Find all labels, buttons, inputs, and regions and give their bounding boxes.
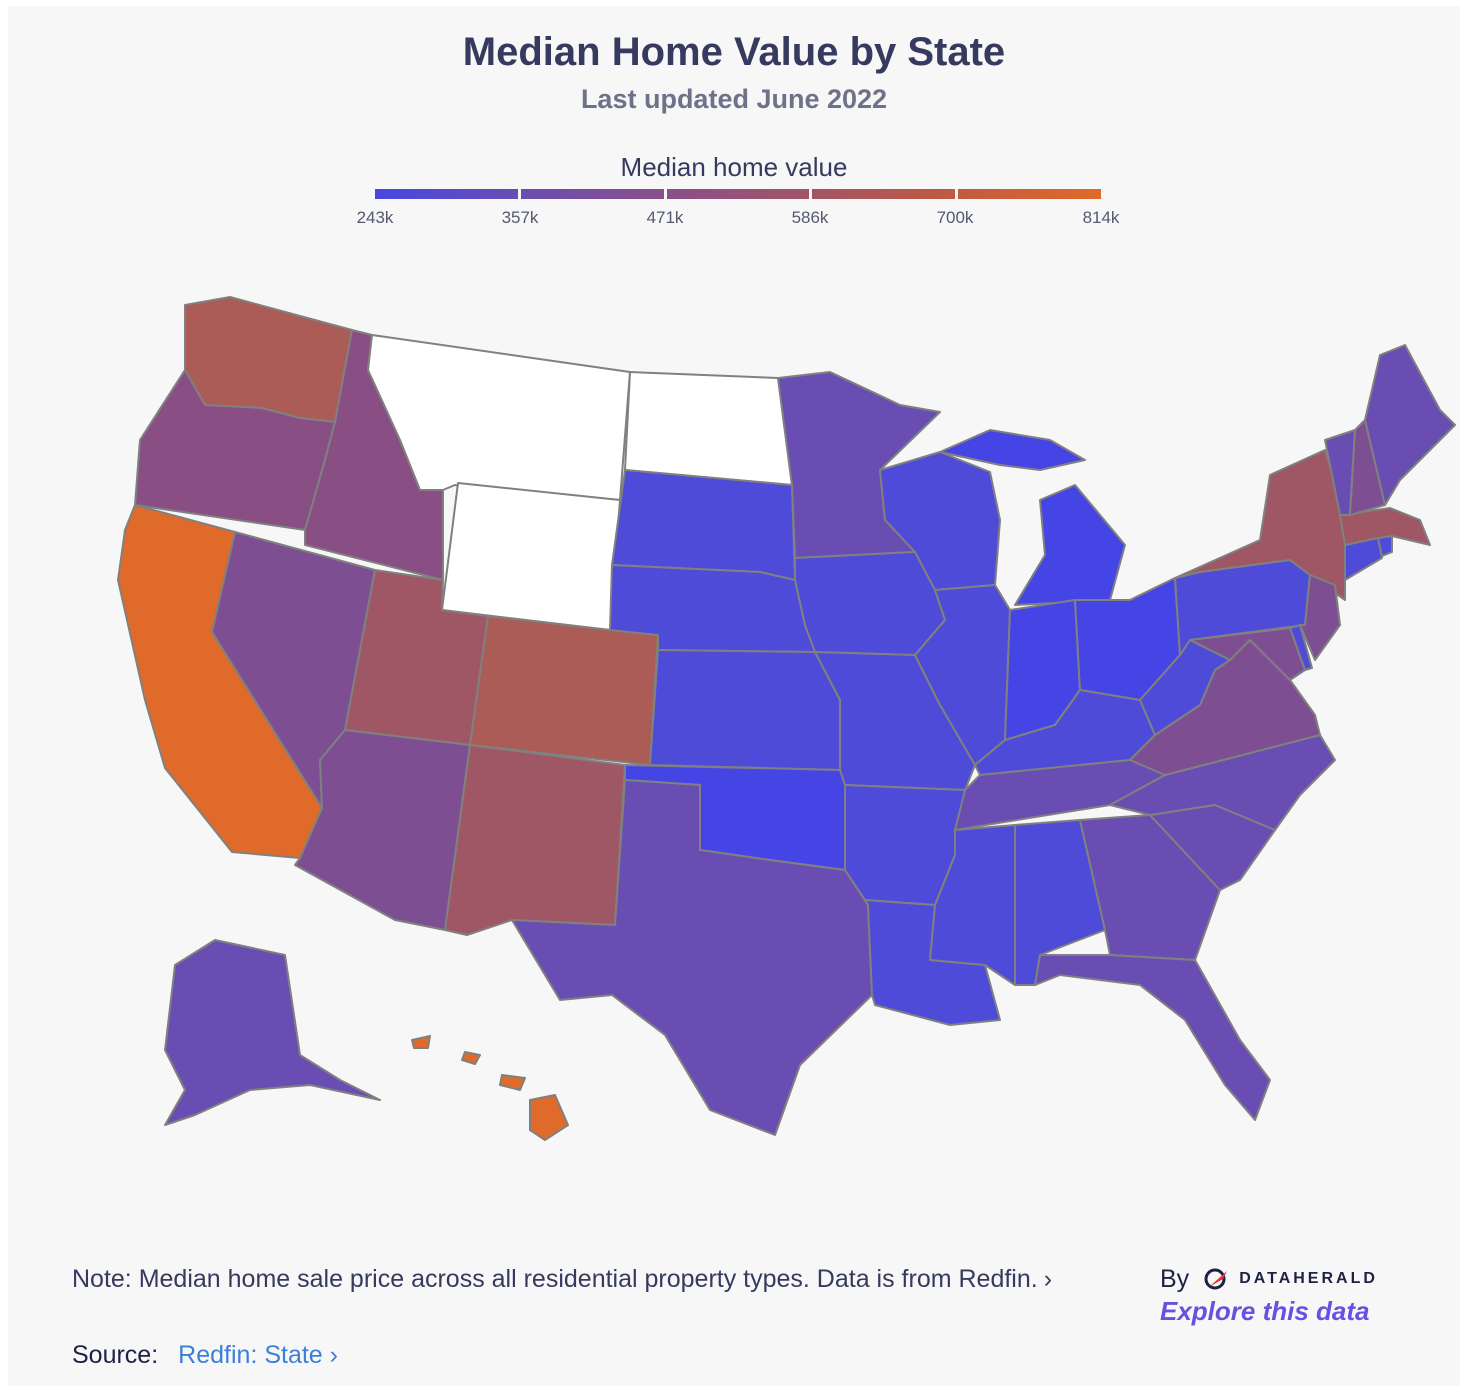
state-texas[interactable] xyxy=(511,779,873,1136)
legend-color-scale xyxy=(375,189,1101,199)
chevron-right-icon[interactable]: › xyxy=(1043,1265,1053,1293)
state-alaska[interactable] xyxy=(164,939,381,1126)
state-maine[interactable] xyxy=(1364,344,1456,506)
state-montana[interactable] xyxy=(367,334,631,501)
state-hawaii[interactable] xyxy=(411,1035,569,1141)
source-line: Source: Redfin: State › xyxy=(72,1336,338,1374)
chart-card: Median Home Value by State Last updated … xyxy=(8,6,1460,1386)
state-new-mexico[interactable] xyxy=(444,744,626,936)
source-link-text[interactable]: Redfin: State xyxy=(178,1341,323,1369)
state-wyoming[interactable] xyxy=(441,482,621,631)
explore-data-link[interactable]: Explore this data xyxy=(1160,1296,1370,1326)
state-washington[interactable] xyxy=(184,296,353,423)
dataherald-logo[interactable]: DATAHERALD xyxy=(1203,1260,1378,1298)
state-colorado[interactable] xyxy=(469,615,659,766)
state-massachusetts[interactable] xyxy=(1339,507,1431,546)
legend-segment-5 xyxy=(958,189,1101,199)
brand-name: DATAHERALD xyxy=(1239,1270,1378,1287)
by-label: By xyxy=(1160,1265,1190,1293)
byline: By DATAHERALD xyxy=(1160,1260,1378,1298)
legend-title: Median home value xyxy=(620,152,848,182)
chevron-right-icon[interactable]: › xyxy=(322,1341,338,1369)
state-delaware[interactable] xyxy=(1289,624,1313,671)
legend-segment-2 xyxy=(520,189,664,199)
chart-title: Median Home Value by State xyxy=(462,30,1006,74)
state-arizona[interactable] xyxy=(294,729,471,931)
legend-ticks: 243k 357k 471k 586k 700k 814k xyxy=(8,208,1460,232)
legend-tick: 814k xyxy=(1082,208,1120,227)
legend-segment-4 xyxy=(812,189,956,199)
state-kansas[interactable] xyxy=(649,649,841,771)
legend-tick: 471k xyxy=(646,208,684,227)
legend-segment-3 xyxy=(666,189,810,199)
us-choropleth-map xyxy=(117,296,1456,1141)
dataherald-logo-icon xyxy=(1204,1268,1228,1290)
state-north-dakota[interactable] xyxy=(624,371,793,486)
source-link[interactable]: Redfin: State › xyxy=(178,1341,338,1369)
legend-tick: 243k xyxy=(356,208,394,227)
legend-tick: 357k xyxy=(501,208,539,227)
state-south-dakota[interactable] xyxy=(611,469,796,581)
legend-tick: 700k xyxy=(936,208,974,227)
footer-note: Note: Median home sale price across all … xyxy=(72,1260,1072,1298)
state-florida[interactable] xyxy=(1034,954,1271,1121)
note-text: Note: Median home sale price across all … xyxy=(72,1265,1038,1293)
legend-segment-1 xyxy=(375,189,518,199)
state-new-jersey[interactable] xyxy=(1299,574,1341,661)
source-label: Source: xyxy=(72,1341,159,1369)
chart-subtitle: Last updated June 2022 xyxy=(580,84,888,114)
legend-tick: 586k xyxy=(791,208,829,227)
